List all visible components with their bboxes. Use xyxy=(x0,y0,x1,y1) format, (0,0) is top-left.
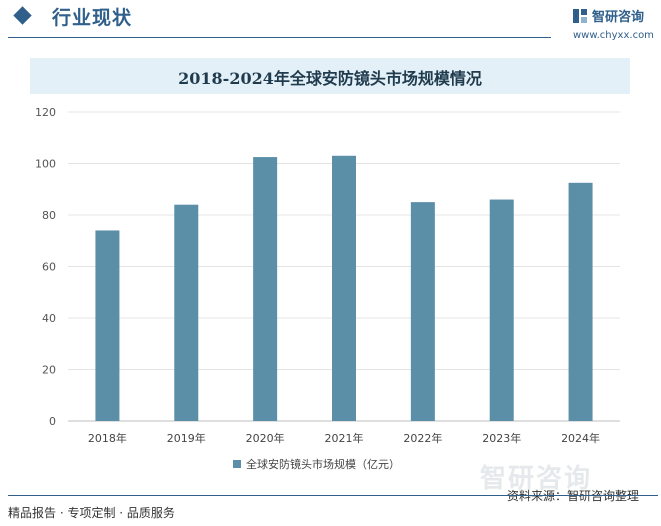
brand-logo-icon xyxy=(573,9,587,23)
section-title: 行业现状 xyxy=(52,7,133,29)
bar xyxy=(174,204,199,421)
brand-url: www.chyxx.com xyxy=(573,30,654,41)
chart-title: 2018-2024年全球安防镜头市场规模情况 xyxy=(178,69,482,88)
header-divider xyxy=(8,37,551,38)
bar xyxy=(95,230,120,421)
y-tick-label: 60 xyxy=(42,261,56,274)
x-tick-label: 2023年 xyxy=(482,431,521,445)
chart-title-band: 2018-2024年全球安防镜头市场规模情况 xyxy=(30,58,630,94)
x-tick-label: 2018年 xyxy=(88,431,127,445)
y-tick-label: 100 xyxy=(35,158,56,171)
y-tick-label: 40 xyxy=(42,312,56,325)
source-note: 资料来源：智研咨询整理 xyxy=(507,489,640,503)
y-tick-label: 0 xyxy=(49,415,56,428)
legend-swatch xyxy=(233,460,241,468)
x-tick-label: 2020年 xyxy=(246,431,285,445)
x-tick-label: 2022年 xyxy=(403,431,442,445)
bar xyxy=(489,199,514,421)
bar xyxy=(332,155,356,421)
x-tick-label: 2019年 xyxy=(167,431,206,445)
y-tick-label: 80 xyxy=(42,209,56,222)
brand-name: 智研咨询 xyxy=(592,10,645,25)
bar xyxy=(568,182,593,421)
x-tick-label: 2021年 xyxy=(325,431,364,445)
bar xyxy=(410,202,435,421)
bar xyxy=(253,157,278,421)
legend-label: 全球安防镜头市场规模（亿元） xyxy=(246,457,400,471)
footer-slogan: 精品报告 · 专项定制 · 品质服务 xyxy=(8,506,175,520)
y-tick-label: 20 xyxy=(42,364,56,377)
y-tick-label: 120 xyxy=(35,106,56,119)
x-tick-label: 2024年 xyxy=(561,431,600,445)
watermark: 智研咨询 xyxy=(480,464,593,494)
footer-divider xyxy=(8,495,658,496)
page-header: 行业现状 智研咨询 www.chyxx.com xyxy=(0,0,661,41)
